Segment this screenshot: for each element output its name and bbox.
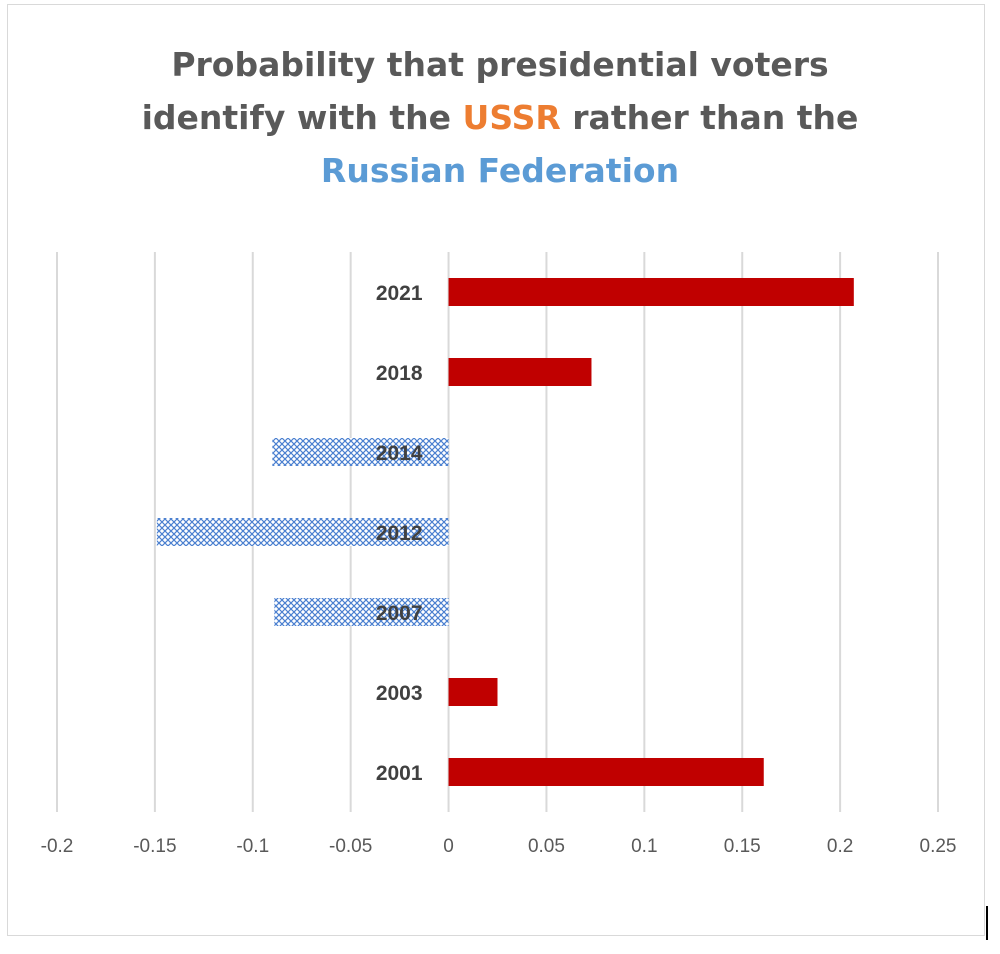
x-tick-label: -0.2: [41, 836, 74, 857]
category-label: 2003: [376, 682, 423, 705]
text-cursor: [986, 906, 988, 940]
x-tick-label: 0.05: [528, 836, 565, 857]
category-label: 2012: [376, 522, 423, 545]
category-label: 2021: [376, 282, 423, 305]
title-line-1: Probability that presidential voters: [171, 45, 829, 84]
title-russian-federation: Russian Federation: [320, 151, 680, 190]
title-text: rather than the: [560, 98, 859, 137]
category-label: 2014: [376, 442, 423, 465]
bar-2021: [448, 278, 854, 306]
chart-title: Probability that presidential voters ide…: [0, 38, 1000, 197]
bar-2007: [274, 598, 449, 626]
x-tick-label: 0.2: [827, 836, 853, 857]
category-label: 2001: [376, 762, 423, 785]
bar-2001: [448, 758, 764, 786]
x-tick-label: -0.05: [329, 836, 372, 857]
x-tick-label: 0: [443, 836, 454, 857]
category-label: 2018: [376, 362, 423, 385]
title-line-2: identify with the USSR rather than the: [0, 91, 1000, 144]
bar-2003: [448, 678, 498, 706]
title-ussr: USSR: [462, 98, 561, 137]
bar-2018: [448, 358, 592, 386]
chart-frame: [7, 4, 985, 936]
x-tick-label: 0.25: [920, 836, 957, 857]
x-tick-label: 0.15: [724, 836, 761, 857]
x-tick-label: -0.1: [236, 836, 269, 857]
bar-2014: [272, 438, 449, 466]
x-tick-label: -0.15: [133, 836, 176, 857]
bar-2012: [156, 518, 449, 546]
title-text: identify with the: [141, 98, 463, 137]
category-label: 2007: [376, 602, 423, 625]
x-tick-label: 0.1: [631, 836, 657, 857]
